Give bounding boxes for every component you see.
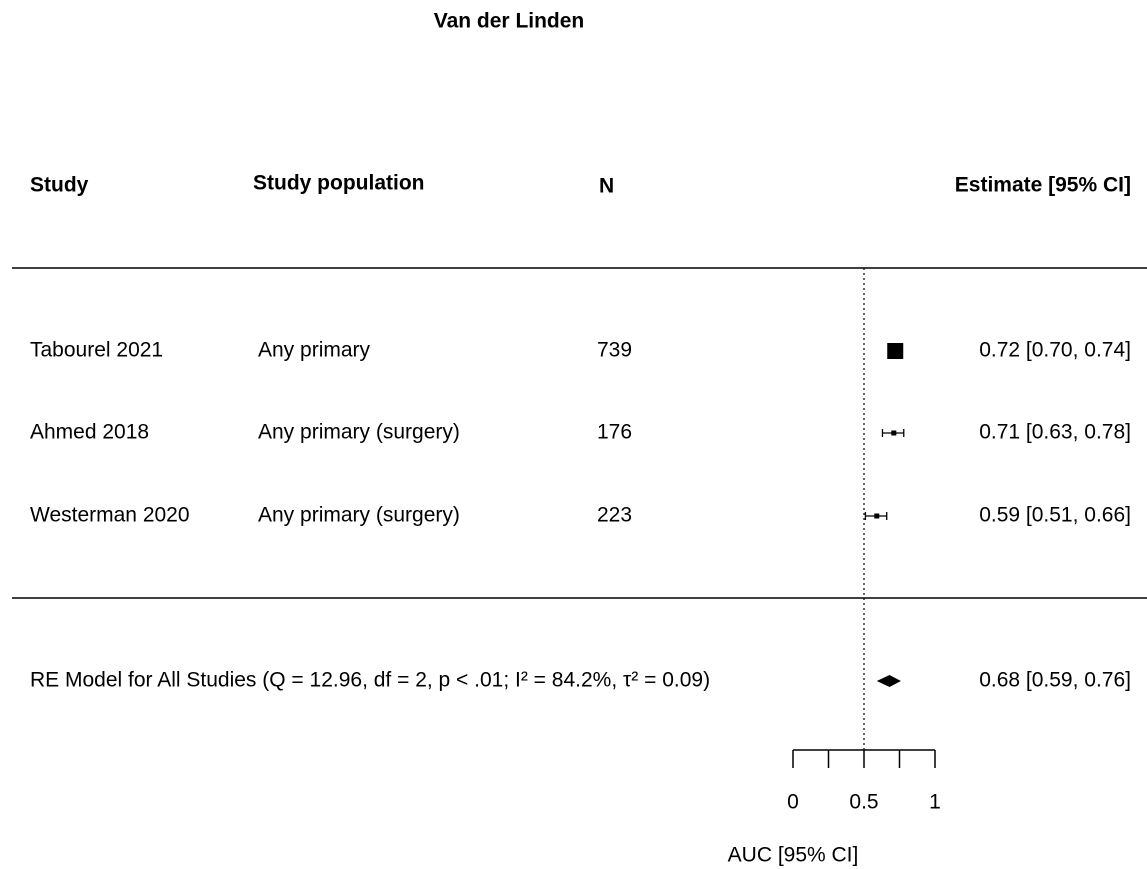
estimate-square [887,343,904,359]
study-n: 176 [597,421,632,444]
estimate-square [874,513,880,519]
study-name: Ahmed 2018 [30,421,149,444]
summary-name: RE Model for All Studies (Q = 12.96, df … [30,669,710,692]
estimate-label: 0.72 [0.70, 0.74] [979,339,1131,362]
study-n: 739 [597,339,632,362]
study-population: Any primary (surgery) [258,504,460,527]
study-name: Westerman 2020 [30,504,190,527]
study-population: Any primary [258,339,371,362]
chart-title: Van der Linden [434,10,585,33]
estimate-label: 0.71 [0.63, 0.78] [979,421,1131,444]
study-n: 223 [597,504,632,527]
estimate-label: 0.68 [0.59, 0.76] [979,669,1131,692]
x-tick-label: 1 [929,791,941,814]
estimate-square [891,430,897,436]
x-axis-label: AUC [95% CI] [728,844,859,867]
summary-diamond [876,675,901,687]
study-population: Any primary (surgery) [258,421,460,444]
x-tick-label: 0 [787,791,799,814]
study-name: Tabourel 2021 [30,339,163,362]
estimate-label: 0.59 [0.51, 0.66] [979,504,1131,527]
column-header: Study population [253,172,424,195]
x-tick-label: 0.5 [849,791,878,814]
column-header: Estimate [95% CI] [955,174,1131,197]
column-header: Study [30,174,89,197]
column-header: N [599,175,614,198]
